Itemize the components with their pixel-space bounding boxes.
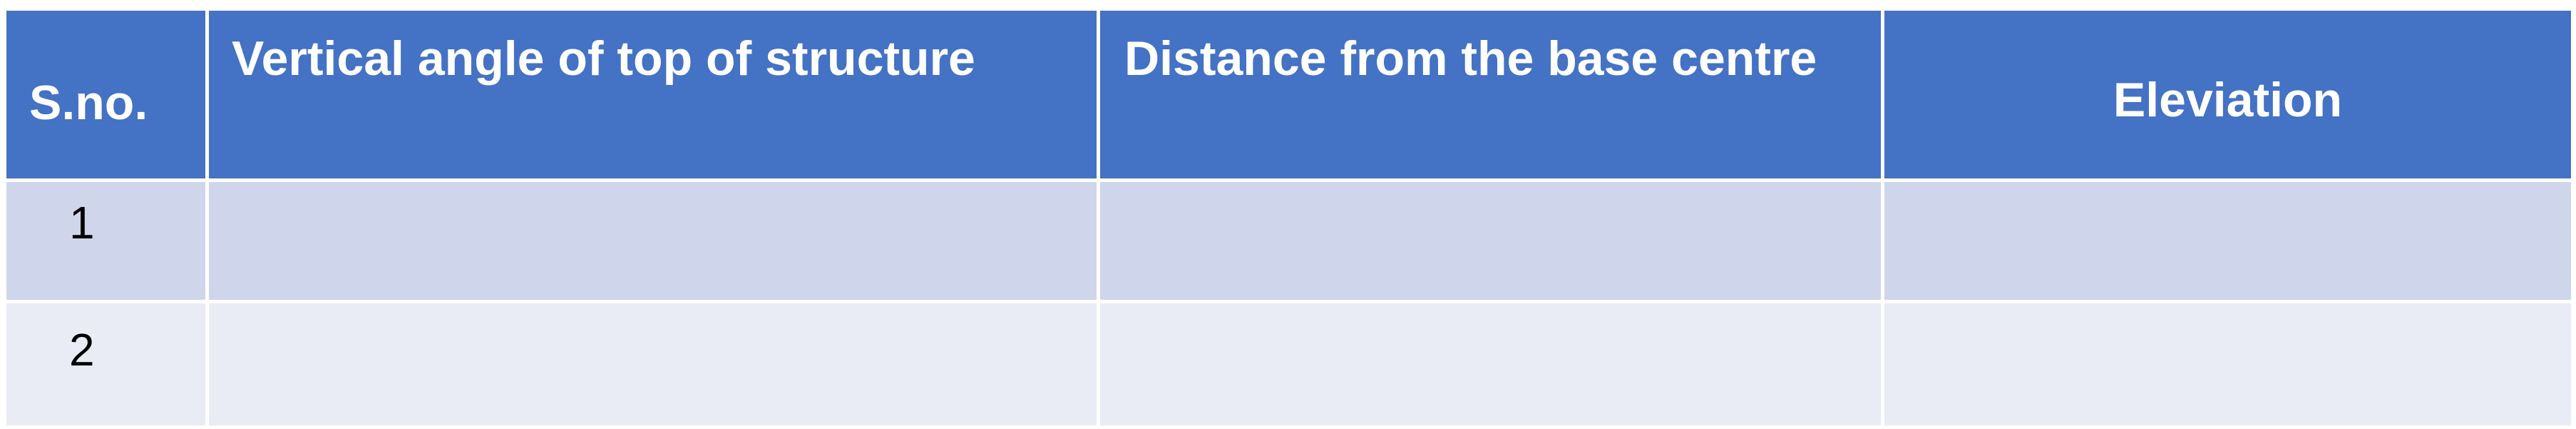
observation-table-container: S.no. Vertical angle of top of structure… bbox=[3, 7, 2575, 429]
header-vertical-angle: Vertical angle of top of structure bbox=[205, 7, 1100, 182]
cell-distance bbox=[1097, 300, 1884, 429]
observation-table: S.no. Vertical angle of top of structure… bbox=[3, 7, 2575, 429]
cell-vertical-angle bbox=[205, 178, 1100, 303]
cell-vertical-angle bbox=[205, 300, 1100, 429]
header-serial-number: S.no. bbox=[3, 7, 209, 182]
cell-serial-number: 1 bbox=[3, 178, 209, 303]
header-distance: Distance from the base centre bbox=[1097, 7, 1884, 182]
table-body: 1 2 bbox=[3, 178, 2575, 429]
table-row: 2 bbox=[3, 300, 2575, 429]
header-row: S.no. Vertical angle of top of structure… bbox=[3, 7, 2575, 182]
cell-elevation bbox=[1881, 300, 2575, 429]
cell-serial-number: 2 bbox=[3, 300, 209, 429]
cell-distance bbox=[1097, 178, 1884, 303]
table-row: 1 bbox=[3, 178, 2575, 303]
table-header: S.no. Vertical angle of top of structure… bbox=[3, 7, 2575, 182]
header-elevation: Eleviation bbox=[1881, 7, 2575, 182]
cell-elevation bbox=[1881, 178, 2575, 303]
